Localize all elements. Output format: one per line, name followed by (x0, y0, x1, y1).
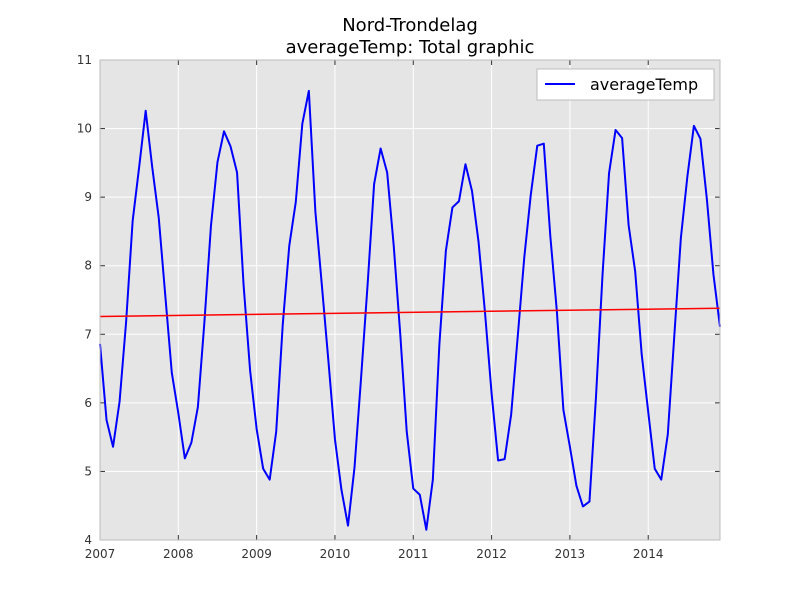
plot-frame (99, 59, 721, 541)
x-tick-label: 2014 (633, 547, 664, 561)
x-tick-label: 2012 (476, 547, 507, 561)
y-tick-label: 7 (84, 327, 92, 341)
tick-layer: 4 5 6 7 8 9 10 11 2007 2008 2009 2010 2011 2012 2013 20… (77, 53, 720, 561)
y-tick-label: 8 (84, 259, 92, 273)
legend: averageTemp (536, 68, 715, 101)
y-tick-label: 11 (77, 53, 92, 67)
y-tick-label: 4 (84, 533, 92, 547)
chart-subtitle: averageTemp: Total graphic (286, 37, 535, 58)
x-tick-label: 2011 (398, 547, 429, 561)
x-tick-label: 2008 (163, 547, 194, 561)
x-tick-label: 2013 (555, 547, 586, 561)
x-tick-label: 2007 (85, 547, 116, 561)
chart-title: Nord-Trondelag (342, 15, 478, 36)
y-tick-label: 5 (84, 464, 92, 478)
series-line-averagetemp (99, 89, 721, 531)
trend-line (99, 307, 721, 318)
x-tick-label: 2009 (241, 547, 272, 561)
y-tick-label: 6 (84, 396, 92, 410)
y-tick-label: 9 (84, 190, 92, 204)
series-layer (99, 59, 721, 541)
x-tick-label: 2010 (320, 547, 351, 561)
y-tick-label: 10 (77, 122, 92, 136)
legend-label-averagetemp: averageTemp (590, 75, 698, 94)
